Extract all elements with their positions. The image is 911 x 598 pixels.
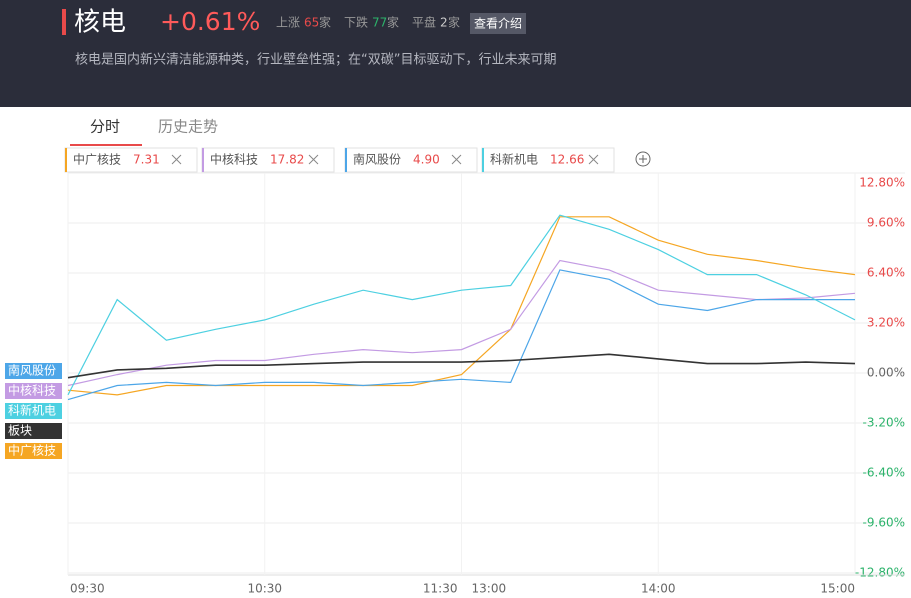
chip-color <box>345 148 347 172</box>
tab-underline <box>70 144 142 146</box>
y-tick-label: 0.00% <box>867 366 905 380</box>
y-tick-label: -12.80% <box>855 566 905 580</box>
chip-price: 17.82 <box>270 153 304 167</box>
series-line <box>67 216 856 396</box>
x-tick-label: 11:30 <box>423 582 458 596</box>
chip-close[interactable] <box>588 154 599 165</box>
chip-close[interactable] <box>308 154 319 165</box>
flat-count: 2 <box>440 16 448 30</box>
chip-color <box>482 148 484 172</box>
series-line <box>67 269 855 401</box>
unit: 家 <box>319 15 331 30</box>
title-bar <box>62 9 66 35</box>
header-bg <box>0 0 911 107</box>
stock-chip[interactable] <box>481 147 615 173</box>
legend-label: 板块 <box>8 424 32 438</box>
legend-label: 南风股份 <box>8 363 56 378</box>
legend-tag <box>5 403 62 419</box>
x-tick-label: 09:30 <box>70 582 105 596</box>
change: +0.61% <box>160 7 260 36</box>
x-tick-label: 13:00 <box>472 582 507 596</box>
series-line <box>67 259 856 387</box>
tab[interactable]: 历史走势 <box>158 118 218 136</box>
series-line <box>67 214 856 396</box>
series-line <box>67 353 856 379</box>
y-tick-label: -6.40% <box>863 466 905 480</box>
legend-label: 中核科技 <box>8 383 56 398</box>
title: 核电 <box>74 8 126 38</box>
y-tick-label: 9.60% <box>867 216 905 230</box>
legend-tag <box>5 383 62 399</box>
chip-color <box>202 148 204 172</box>
unit: 家 <box>387 15 399 30</box>
chip-close[interactable] <box>451 154 462 165</box>
add-icon <box>639 155 647 163</box>
legend-tag <box>5 443 62 459</box>
x-tick-label: 15:00 <box>820 582 855 596</box>
chip-color <box>65 148 67 172</box>
stock-chip[interactable] <box>64 147 198 173</box>
up-label: 上涨 <box>276 15 300 30</box>
down-label: 下跌 <box>344 15 368 30</box>
up-count: 65 <box>304 16 319 30</box>
down-count: 77 <box>372 16 387 30</box>
y-tick-label: 12.80% <box>859 176 905 190</box>
chip-name: 中广核技 <box>73 152 121 167</box>
chip-price: 4.90 <box>413 153 440 167</box>
y-tick-label: -9.60% <box>863 516 905 530</box>
unit: 家 <box>448 15 460 30</box>
y-tick-label: 6.40% <box>867 266 905 280</box>
chip-close[interactable] <box>171 154 182 165</box>
y-tick-label: 3.20% <box>867 316 905 330</box>
chip-name: 科新机电 <box>490 152 538 167</box>
stock-chip[interactable] <box>201 147 335 173</box>
chip-name: 南风股份 <box>353 152 401 167</box>
tab-active[interactable]: 分时 <box>90 118 120 136</box>
chip-price: 7.31 <box>133 153 160 167</box>
y-tick-label: -3.20% <box>863 416 905 430</box>
intro-button-label[interactable]: 查看介绍 <box>474 17 522 31</box>
chip-name: 中核科技 <box>210 152 258 167</box>
legend-tag <box>5 363 62 379</box>
intro-button[interactable] <box>470 13 526 34</box>
legend-tag <box>5 423 62 439</box>
x-tick-label: 14:00 <box>641 582 676 596</box>
add-button[interactable] <box>635 151 651 167</box>
x-tick-label: 10:30 <box>247 582 282 596</box>
flat-label: 平盘 <box>412 15 436 30</box>
description: 核电是国内新兴清洁能源种类，行业壁垒性强；在“双碳”目标驱动下，行业未来可期 <box>75 52 556 68</box>
legend-label: 中广核技 <box>8 443 56 458</box>
chip-price: 12.66 <box>550 153 584 167</box>
legend-label: 科新机电 <box>8 403 56 418</box>
